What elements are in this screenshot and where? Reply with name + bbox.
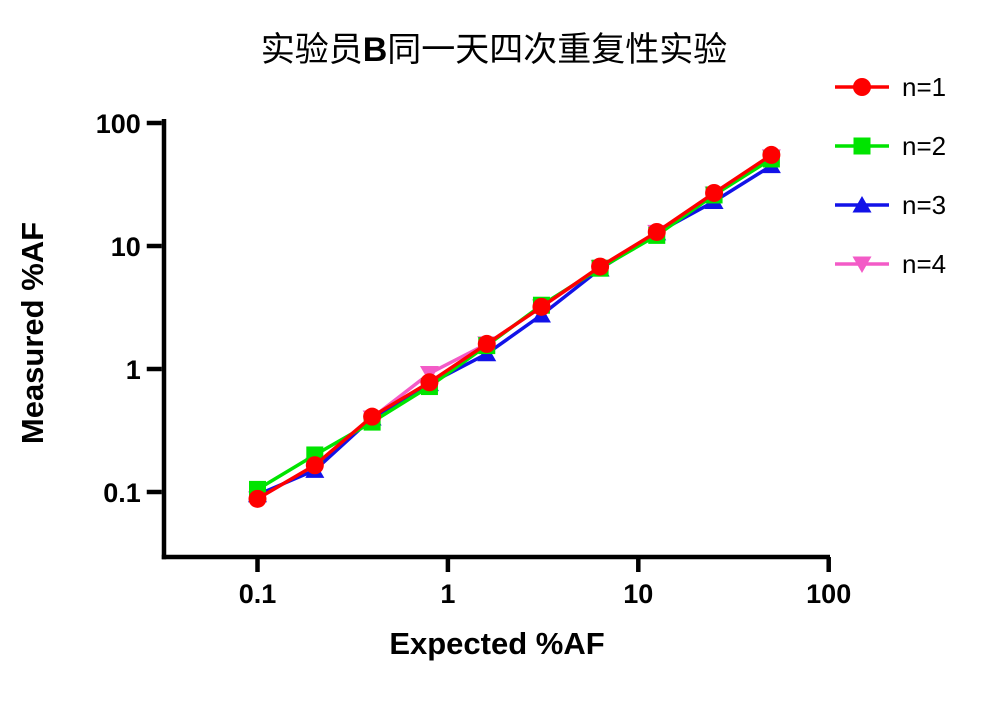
legend-label: n=2 — [902, 130, 947, 161]
legend-item-n-4: n=4 — [832, 248, 947, 279]
data-point-circle — [853, 78, 871, 96]
chart-title-prefix: 实验员 — [260, 32, 363, 69]
legend-item-n-3: n=3 — [832, 189, 947, 220]
data-point-circle — [532, 297, 551, 316]
y-axis-title: Measured %AF — [15, 221, 50, 445]
legend-item-n-2: n=2 — [832, 130, 947, 161]
data-point-circle — [305, 456, 324, 475]
x-tick-label: 0.1 — [239, 579, 277, 609]
data-point-circle — [762, 145, 781, 164]
series-n=1 — [248, 145, 781, 508]
legend-label: n=3 — [902, 189, 947, 220]
data-point-circle — [477, 334, 496, 353]
triangle-down-icon — [835, 256, 889, 273]
data-point-circle — [705, 183, 724, 202]
x-axis-title: Expected %AF — [389, 626, 605, 661]
data-point-circle — [591, 257, 610, 276]
x-tick-label: 10 — [623, 579, 653, 609]
series-n=3 — [248, 156, 781, 503]
data-point-circle — [363, 407, 382, 426]
data-point-square — [853, 137, 871, 155]
y-tick-label: 100 — [96, 109, 141, 139]
x-tick-label: 100 — [806, 579, 851, 609]
y-tick-label: 1 — [126, 355, 141, 385]
triangle-up-icon — [835, 196, 889, 213]
data-point-triangle-down — [852, 256, 872, 273]
legend-item-n-1: n=1 — [832, 71, 947, 102]
chart-title-emphasis: B — [362, 31, 388, 69]
data-point-circle — [248, 489, 267, 508]
y-tick-label: 10 — [111, 232, 141, 262]
series-line — [256, 153, 773, 501]
x-tick-label: 1 — [440, 579, 455, 609]
circle-icon — [835, 78, 889, 96]
legend: n=1 n=2 n=3 n=4 — [832, 71, 947, 279]
legend-label: n=1 — [902, 71, 947, 102]
data-point-triangle-up — [852, 196, 872, 213]
data-point-circle — [647, 222, 666, 241]
square-icon — [835, 137, 889, 155]
legend-label: n=4 — [902, 248, 947, 279]
chart-title: 实验员B同一天四次重复性实验 — [0, 22, 988, 71]
y-tick-label: 0.1 — [103, 478, 141, 508]
data-point-circle — [420, 373, 439, 392]
chart-title-suffix: 同一天四次重复性实验 — [387, 32, 728, 69]
